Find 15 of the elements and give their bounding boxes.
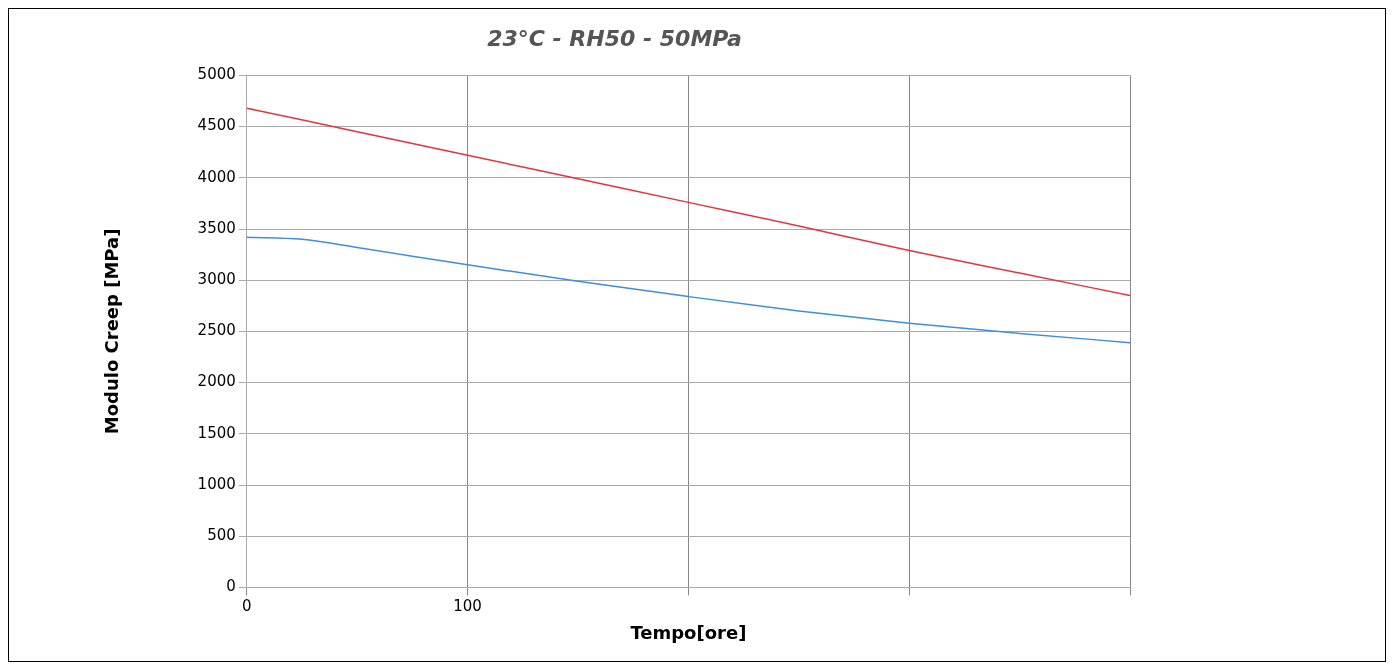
y-tick-label: 1000 (197, 474, 236, 493)
y-tick-label: 4000 (197, 167, 236, 186)
y-tick-label: 3000 (197, 270, 236, 289)
y-tick-label: 2000 (197, 372, 236, 391)
y-tick-label: 0 (226, 577, 236, 596)
x-tick-label: 100 (453, 597, 482, 616)
y-tick-label: 2500 (197, 321, 236, 340)
x-axis-title: Tempo[ore] (630, 621, 747, 643)
y-tick-label: 1500 (197, 423, 236, 442)
y-tick-label: 5000 (197, 65, 236, 84)
chart-title: 23°C - RH50 - 50MPa (487, 25, 742, 51)
y-axis-title: Modulo Creep [MPa] (101, 228, 123, 435)
y-tick-label: 4500 (197, 116, 236, 135)
y-tick-label: 500 (207, 526, 236, 545)
y-tick-label: 3500 (197, 218, 236, 237)
